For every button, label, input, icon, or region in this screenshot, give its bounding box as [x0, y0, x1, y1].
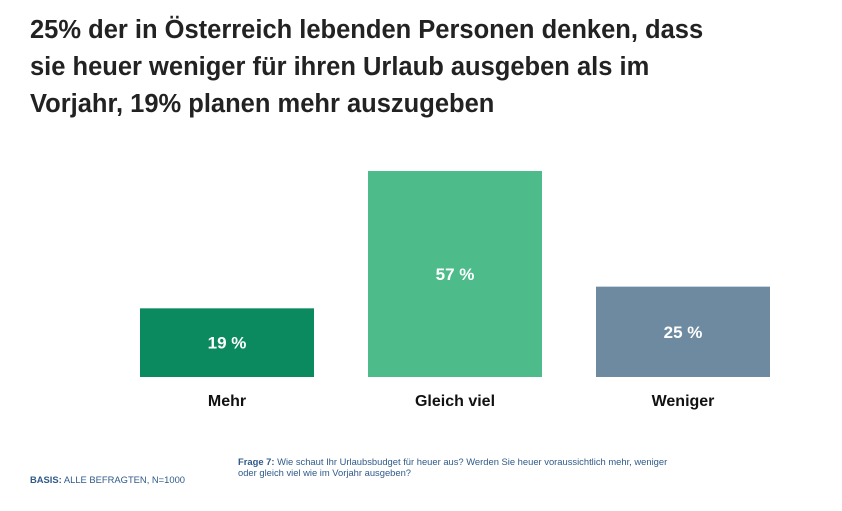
chart-title: 25% der in Österreich lebenden Personen …	[30, 12, 830, 123]
bar-mehr	[140, 308, 314, 377]
bar-gleich-viel	[368, 171, 542, 377]
bar-weniger	[596, 286, 770, 377]
bar-value-label: 57 %	[436, 265, 475, 284]
chart-title-line: Vorjahr, 19% planen mehr auszugeben	[30, 90, 495, 118]
bar-value-label: 19 %	[208, 334, 247, 353]
chart-title-line: sie heuer weniger für ihren Urlaub ausge…	[30, 53, 650, 81]
basis-label: BASIS:	[30, 474, 62, 485]
basis-footnote: BASIS: ALLE BEFRAGTEN, N=1000	[30, 474, 185, 485]
basis-text: ALLE BEFRAGTEN, N=1000	[61, 474, 186, 485]
category-label: Weniger	[652, 393, 715, 410]
question-label: Frage 7:	[238, 456, 275, 467]
bar-value-label: 25 %	[664, 323, 703, 342]
chart-title-line: 25% der in Österreich lebenden Personen …	[30, 16, 704, 44]
question-text: Wie schaut Ihr Urlaubsbudget für heuer a…	[238, 456, 668, 478]
question-footnote: Frage 7: Wie schaut Ihr Urlaubsbudget fü…	[238, 456, 668, 478]
category-label: Mehr	[208, 393, 246, 410]
category-label: Gleich viel	[415, 393, 495, 410]
